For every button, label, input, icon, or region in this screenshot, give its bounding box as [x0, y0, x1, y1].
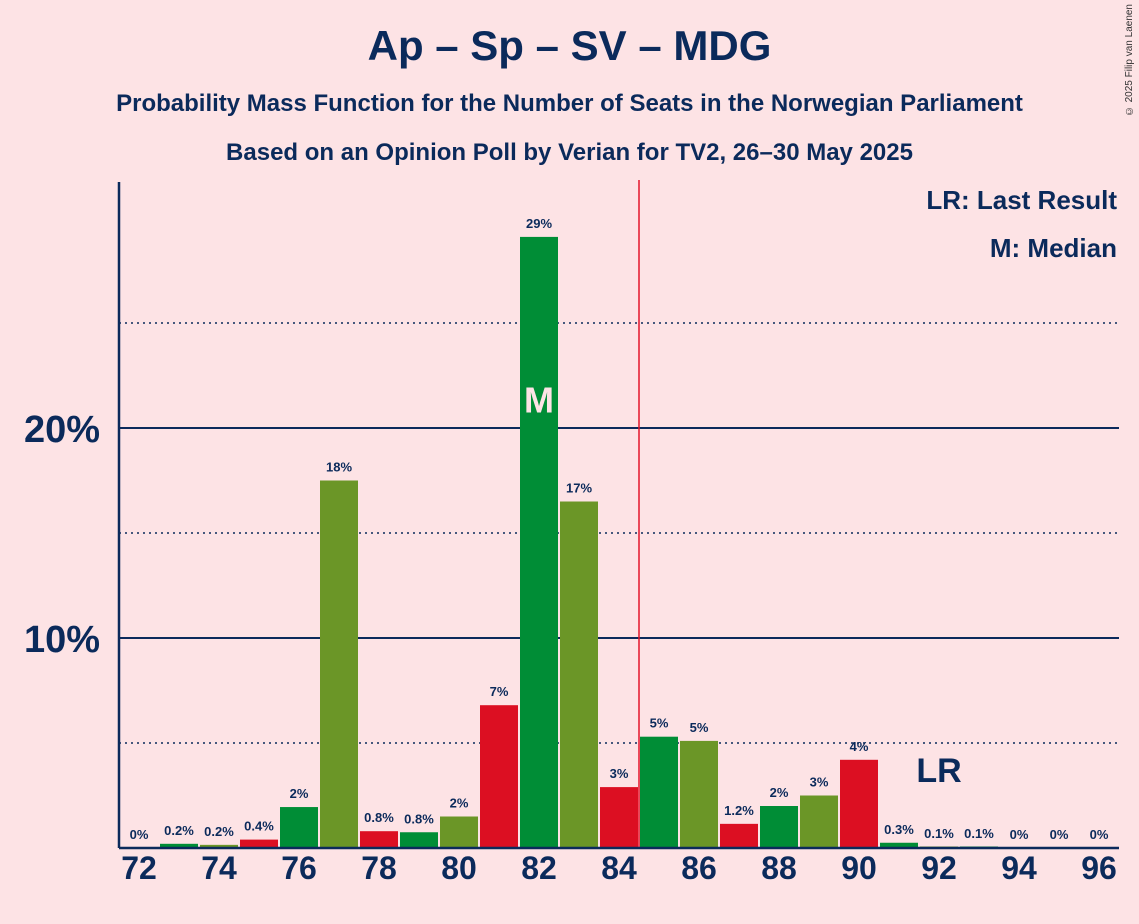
bar-value-label: 2% [450, 796, 469, 811]
bar-value-label: 5% [690, 720, 709, 735]
bar-seats-85 [640, 736, 678, 848]
bar-value-label: 0.8% [364, 810, 394, 825]
bar-value-label: 7% [490, 684, 509, 699]
bar-value-label: 5% [650, 716, 669, 731]
bar-value-label: 0% [1010, 827, 1029, 842]
bar-value-label: 0.1% [924, 826, 954, 841]
bar-value-label: 0.2% [164, 823, 194, 838]
bar-value-label: 2% [770, 785, 789, 800]
median-marker: M [524, 379, 554, 420]
bar-seats-74 [200, 844, 238, 848]
x-tick-label: 94 [1001, 850, 1037, 886]
x-tick-label: 82 [521, 850, 557, 886]
bar-seats-84 [600, 787, 638, 848]
bar-value-label: 3% [810, 775, 829, 790]
bar-value-label: 0.2% [204, 824, 234, 839]
bar-value-label: 0% [130, 827, 149, 842]
bar-value-label: 1.2% [724, 803, 754, 818]
last-result-marker: LR [916, 752, 961, 790]
bar-value-label: 0.8% [404, 811, 434, 826]
bar-seats-83 [560, 501, 598, 848]
x-tick-label: 88 [761, 850, 797, 886]
bar-value-label: 18% [326, 460, 352, 475]
bar-seats-78 [360, 831, 398, 848]
bar-seats-81 [480, 705, 518, 848]
x-tick-label: 78 [361, 850, 397, 886]
bar-seats-91 [880, 842, 918, 848]
x-tick-label: 72 [121, 850, 157, 886]
bar-seats-75 [240, 839, 278, 848]
bar-seats-80 [440, 816, 478, 848]
bar-seats-89 [800, 795, 838, 848]
x-tick-label: 74 [201, 850, 237, 886]
bar-seats-82 [520, 236, 558, 848]
chart-title: Ap – Sp – SV – MDG [367, 22, 772, 69]
chart-subtitle: Probability Mass Function for the Number… [116, 90, 1023, 117]
x-tick-label: 90 [841, 850, 877, 886]
bar-seats-73 [160, 843, 198, 848]
bar-value-label: 17% [566, 481, 592, 496]
x-tick-label: 86 [681, 850, 717, 886]
legend-entry: M: Median [990, 233, 1117, 263]
bar-value-label: 0.3% [884, 822, 914, 837]
bar-value-label: 0.4% [244, 819, 274, 834]
bar-seats-76 [280, 807, 318, 848]
bar-seats-77 [320, 480, 358, 848]
x-tick-label: 84 [601, 850, 637, 886]
bar-value-label: 4% [850, 739, 869, 754]
bar-seats-79 [400, 832, 438, 848]
bar-value-label: 0% [1050, 827, 1069, 842]
x-tick-label: 96 [1081, 850, 1117, 886]
bar-seats-90 [840, 759, 878, 848]
y-tick-label: 10% [24, 619, 100, 661]
x-tick-label: 92 [921, 850, 957, 886]
bar-value-label: 3% [610, 766, 629, 781]
x-tick-label: 80 [441, 850, 477, 886]
legend-entry: LR: Last Result [926, 185, 1117, 215]
bar-value-label: 0% [1090, 827, 1109, 842]
bar-seats-86 [680, 740, 718, 848]
bar-value-label: 0.1% [964, 826, 994, 841]
bar-value-label: 29% [526, 216, 552, 231]
chart-subtitle-source: Based on an Opinion Poll by Verian for T… [226, 139, 913, 166]
bar-seats-87 [720, 823, 758, 848]
x-tick-label: 76 [281, 850, 317, 886]
bar-value-label: 2% [290, 786, 309, 801]
y-tick-label: 20% [24, 409, 100, 451]
bar-seats-88 [760, 806, 798, 848]
